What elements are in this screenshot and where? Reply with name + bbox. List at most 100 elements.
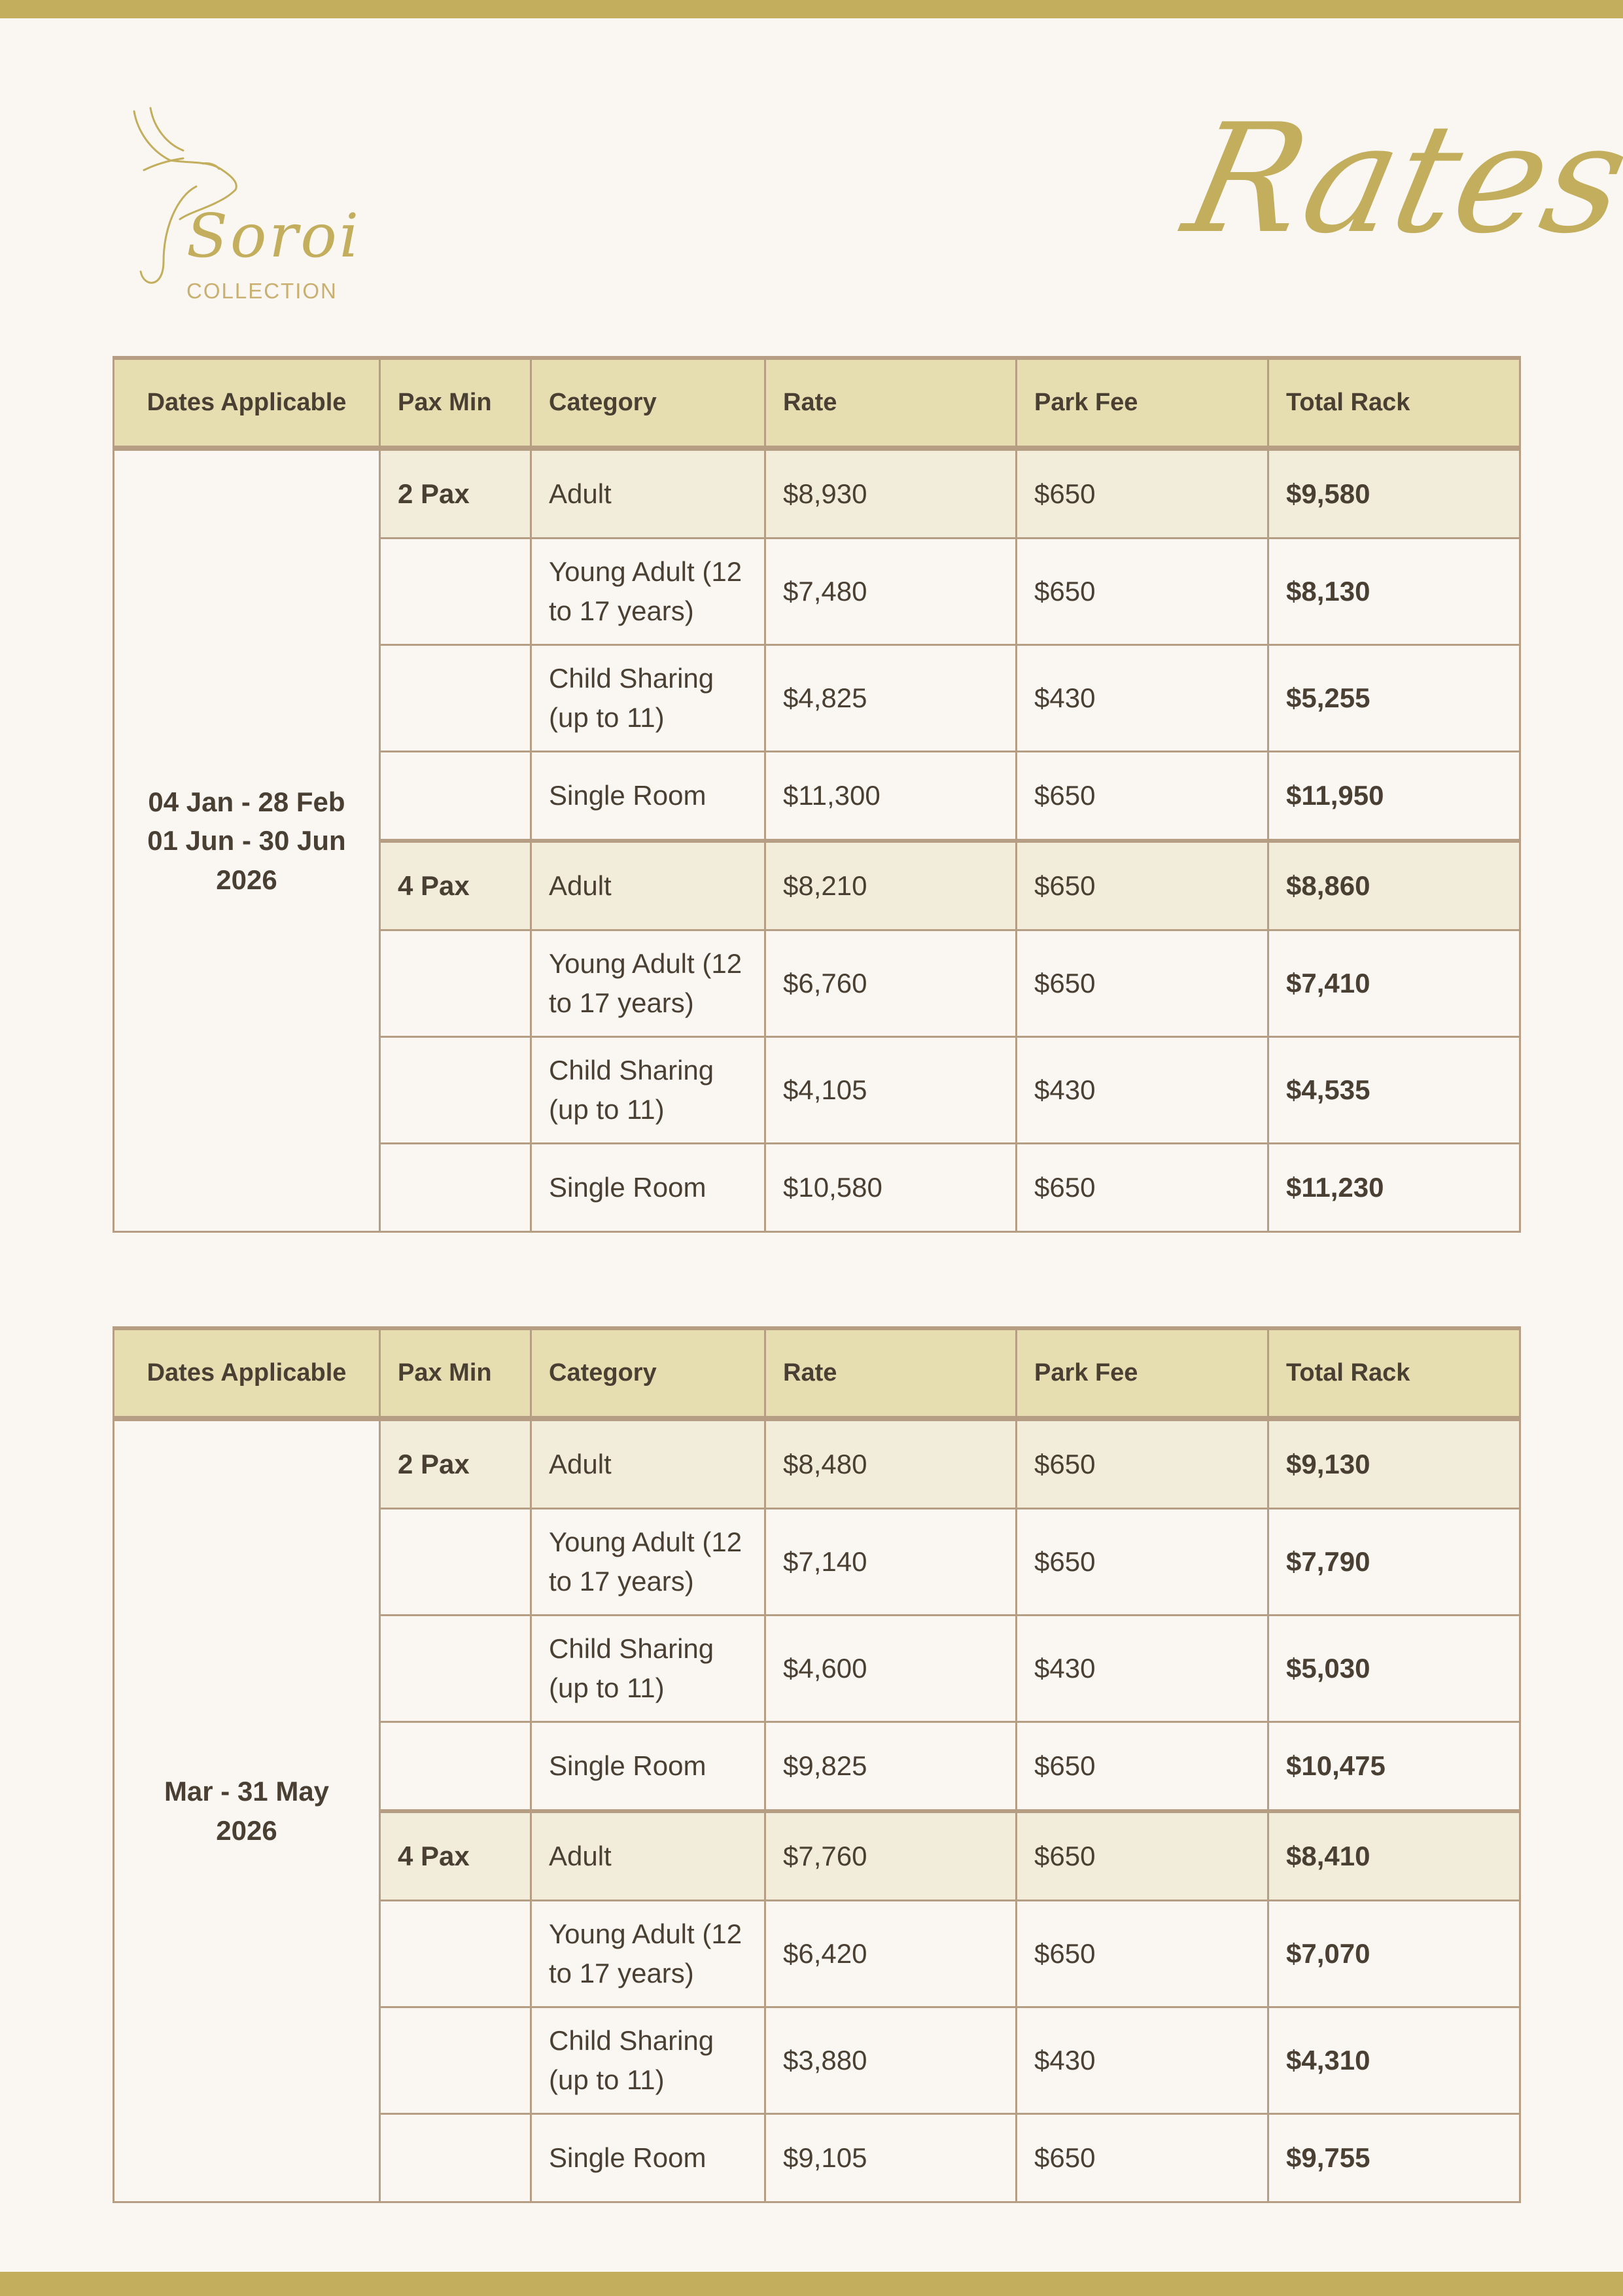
table-row: Single Room $9,105 $650 $9,755 (114, 2113, 1521, 2203)
column-header: Category (530, 356, 766, 451)
logo-subtitle: COLLECTION (186, 279, 338, 303)
header-row: Dates Applicable Pax Min Category Rate Park … (113, 1326, 1521, 1421)
table-row: Single Room $10,580 $650 $11,230 (114, 1142, 1521, 1233)
rate-cell: $3,880 (764, 2006, 1017, 2115)
column-header: Pax Min (379, 1326, 532, 1421)
table-row: 4 Pax Adult $7,760 $650 $8,410 (114, 1809, 1521, 1901)
pax-min-cell (379, 929, 532, 1038)
pax-min-cell (379, 1036, 532, 1144)
table-row: Single Room $9,825 $650 $10,475 (114, 1721, 1521, 1812)
table-row: Child Sharing (up to 11) $4,600 $430 $5,030 (114, 1614, 1521, 1723)
page-title: Rates (1172, 92, 1623, 267)
total-rack-cell: $7,410 (1267, 929, 1521, 1038)
rate-cell: $8,210 (764, 839, 1017, 931)
park-fee-cell: $650 (1015, 929, 1269, 1038)
rate-cell: $9,105 (764, 2113, 1017, 2203)
table-row: Young Adult (12 to 17 years) $6,420 $650 $7… (114, 1899, 1521, 2008)
table-row: Young Adult (12 to 17 years) $7,480 $650 $8… (114, 537, 1521, 646)
park-fee-cell: $430 (1015, 644, 1269, 752)
pax-min-cell (379, 1614, 532, 1723)
total-rack-cell: $7,070 (1267, 1899, 1521, 2008)
pax-min-cell: 4 Pax (379, 1809, 532, 1901)
column-header: Total Rack (1267, 1326, 1521, 1421)
park-fee-cell: $650 (1015, 537, 1269, 646)
category-cell: Single Room (530, 1721, 766, 1812)
category-cell: Child Sharing (up to 11) (530, 2006, 766, 2115)
top-accent-bar (0, 0, 1623, 18)
pax-min-cell (379, 1142, 532, 1233)
park-fee-cell: $650 (1015, 1721, 1269, 1812)
category-cell: Adult (530, 1809, 766, 1901)
category-cell: Single Room (530, 1142, 766, 1233)
total-rack-cell: $11,950 (1267, 751, 1521, 842)
park-fee-cell: $650 (1015, 2113, 1269, 2203)
column-header: Park Fee (1015, 356, 1269, 451)
logo-wordmark: Soroi (186, 201, 362, 271)
category-cell: Young Adult (12 to 17 years) (530, 1508, 766, 1616)
category-cell: Young Adult (12 to 17 years) (530, 537, 766, 646)
total-rack-cell: $8,860 (1267, 839, 1521, 931)
pax-min-cell (379, 537, 532, 646)
bottom-accent-bar (0, 2272, 1623, 2296)
column-header: Total Rack (1267, 356, 1521, 451)
pax-min-cell (379, 1508, 532, 1616)
dates-applicable-cell: Mar - 31 May 2026 (113, 1417, 381, 2203)
park-fee-cell: $650 (1015, 1142, 1269, 1233)
soroi-collection-logo: Soroi COLLECTION (124, 98, 358, 302)
table-row: Single Room $11,300 $650 $11,950 (114, 751, 1521, 842)
column-header: Rate (764, 1326, 1017, 1421)
park-fee-cell: $430 (1015, 1036, 1269, 1144)
pax-min-cell (379, 1899, 532, 2008)
column-header: Dates Applicable (113, 1326, 381, 1421)
column-header: Category (530, 1326, 766, 1421)
rate-cell: $8,930 (764, 447, 1017, 539)
total-rack-cell: $10,475 (1267, 1721, 1521, 1812)
rates-table: Dates Applicable Pax Min Category Rate Park … (113, 1326, 1521, 2203)
header-row: Dates Applicable Pax Min Category Rate Park … (113, 356, 1521, 451)
total-rack-cell: $7,790 (1267, 1508, 1521, 1616)
rates-table: Dates Applicable Pax Min Category Rate Park … (113, 356, 1521, 1233)
category-cell: Adult (530, 1417, 766, 1510)
park-fee-cell: $650 (1015, 447, 1269, 539)
pax-min-cell (379, 644, 532, 752)
total-rack-cell: $11,230 (1267, 1142, 1521, 1233)
caracal-logo-icon (133, 107, 237, 284)
dates-applicable-cell: 04 Jan - 28 Feb 01 Jun - 30 Jun 2026 (113, 447, 381, 1233)
pax-min-cell (379, 2006, 532, 2115)
category-cell: Child Sharing (up to 11) (530, 1036, 766, 1144)
pax-min-cell: 2 Pax (379, 447, 532, 539)
category-cell: Young Adult (12 to 17 years) (530, 1899, 766, 2008)
total-rack-cell: $9,130 (1267, 1417, 1521, 1510)
category-cell: Adult (530, 447, 766, 539)
park-fee-cell: $650 (1015, 1899, 1269, 2008)
rate-cell: $9,825 (764, 1721, 1017, 1812)
column-header: Park Fee (1015, 1326, 1269, 1421)
total-rack-cell: $5,255 (1267, 644, 1521, 752)
rate-cell: $11,300 (764, 751, 1017, 842)
category-cell: Adult (530, 839, 766, 931)
park-fee-cell: $430 (1015, 1614, 1269, 1723)
column-header: Dates Applicable (113, 356, 381, 451)
table-row: Young Adult (12 to 17 years) $7,140 $650 $7… (114, 1508, 1521, 1616)
total-rack-cell: $4,535 (1267, 1036, 1521, 1144)
rate-cell: $6,760 (764, 929, 1017, 1038)
table-row: Child Sharing (up to 11) $4,825 $430 $5,255 (114, 644, 1521, 752)
pax-min-cell: 4 Pax (379, 839, 532, 931)
pax-min-cell (379, 1721, 532, 1812)
park-fee-cell: $650 (1015, 839, 1269, 931)
total-rack-cell: $5,030 (1267, 1614, 1521, 1723)
table-row: Child Sharing (up to 11) $3,880 $430 $4,310 (114, 2006, 1521, 2115)
pax-min-cell: 2 Pax (379, 1417, 532, 1510)
total-rack-cell: $8,130 (1267, 537, 1521, 646)
column-header: Rate (764, 356, 1017, 451)
rate-cell: $7,760 (764, 1809, 1017, 1901)
rate-cell: $6,420 (764, 1899, 1017, 2008)
table-row: 4 Pax Adult $8,210 $650 $8,860 (114, 839, 1521, 931)
column-header: Pax Min (379, 356, 532, 451)
park-fee-cell: $650 (1015, 1417, 1269, 1510)
total-rack-cell: $9,755 (1267, 2113, 1521, 2203)
rate-cell: $4,825 (764, 644, 1017, 752)
park-fee-cell: $650 (1015, 1508, 1269, 1616)
table-row: Young Adult (12 to 17 years) $6,760 $650 $7… (114, 929, 1521, 1038)
pax-min-cell (379, 751, 532, 842)
